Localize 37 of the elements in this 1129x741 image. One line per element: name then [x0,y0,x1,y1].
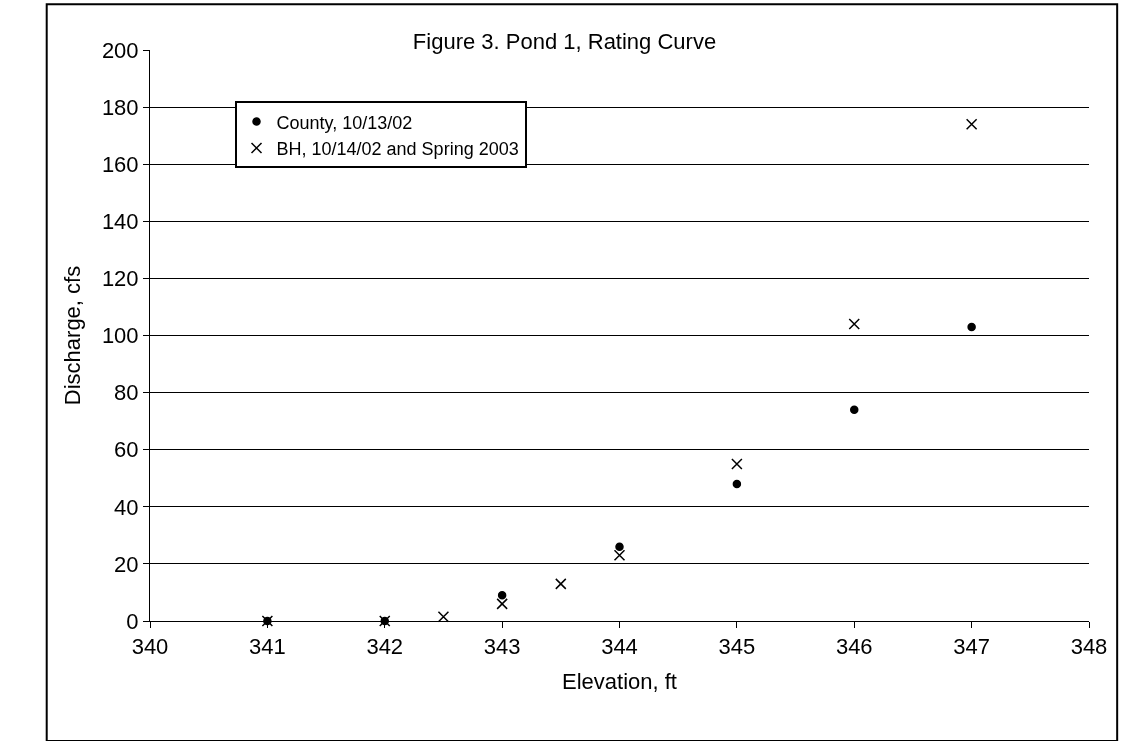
point [731,458,743,470]
x-tick-label: 342 [366,634,404,660]
x-tick-label: 348 [1070,634,1108,660]
legend-label: County, 10/13/02 [276,112,413,133]
point [555,578,567,590]
y-tick-label: 100 [101,323,139,349]
point [965,118,978,130]
y-tick-label: 120 [101,266,139,292]
x-tick-label: 344 [601,634,638,660]
point [848,318,860,330]
y-tick-label: 20 [114,551,139,577]
y-tick-label: 80 [114,380,139,406]
x-tick-label: 340 [131,634,169,660]
y-tick-label: 60 [114,437,139,463]
point [497,591,507,600]
y-tick-label: 160 [101,151,139,177]
point [850,405,859,414]
x-axis-title: Elevation, ft [562,669,677,695]
point [967,322,976,332]
point [496,598,508,610]
point [732,479,742,489]
y-tick-label: 180 [101,94,139,120]
chart-title: Figure 3. Pond 1, Rating Curve [412,28,717,54]
y-tick-label: 0 [126,608,139,634]
y-tick-label: 200 [101,37,139,63]
y-tick-label: 140 [101,209,139,234]
x-tick-label: 347 [953,634,990,660]
x-tick-label: 341 [249,634,286,660]
x-tick-label: 345 [718,634,756,660]
y-axis-title: Discharge, cfs [59,265,85,406]
y-tick-label: 40 [114,494,139,520]
legend-label: BH, 10/14/02 and Spring 2003 [276,139,519,160]
x-tick-label: 346 [835,634,873,660]
point [615,542,624,552]
x-tick-label: 343 [483,634,521,660]
point [613,549,626,562]
point [437,610,450,623]
